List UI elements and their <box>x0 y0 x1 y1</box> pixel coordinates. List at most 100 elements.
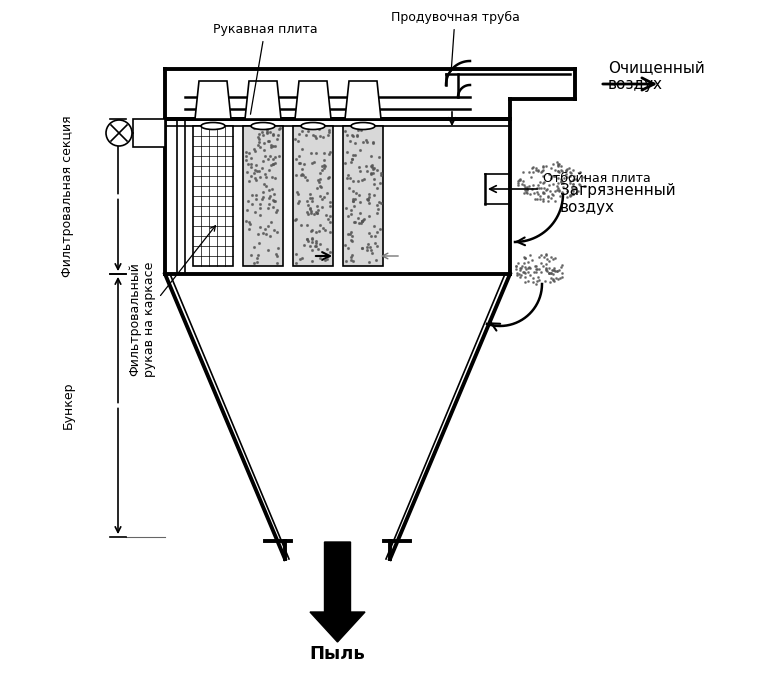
Point <box>253 237 265 248</box>
Point <box>349 217 361 228</box>
Point <box>290 170 303 181</box>
Point <box>353 166 366 177</box>
Text: Загрязненный
воздух: Загрязненный воздух <box>560 183 675 215</box>
Point <box>243 175 256 186</box>
Point <box>341 130 353 141</box>
Point <box>345 251 357 262</box>
Point <box>245 250 257 261</box>
Point <box>270 133 283 144</box>
Point <box>256 194 268 205</box>
Point <box>253 137 266 148</box>
Point <box>273 151 285 162</box>
Point <box>289 133 301 144</box>
Point <box>259 168 271 179</box>
Point <box>369 231 381 241</box>
Point <box>363 256 375 267</box>
Point <box>266 183 279 194</box>
Point <box>360 161 372 172</box>
Point <box>250 175 263 185</box>
Point <box>269 141 281 152</box>
Point <box>290 214 303 224</box>
Point <box>355 218 367 228</box>
Point <box>266 141 279 152</box>
Point <box>347 131 360 142</box>
Point <box>252 131 264 142</box>
Point <box>319 255 331 266</box>
Point <box>253 140 265 151</box>
Point <box>344 173 357 183</box>
Point <box>358 173 370 184</box>
Point <box>266 158 279 169</box>
Point <box>298 240 310 251</box>
Point <box>262 135 274 146</box>
Point <box>271 251 283 262</box>
Point <box>296 253 308 264</box>
Point <box>324 210 336 221</box>
Point <box>254 202 266 213</box>
Point <box>248 123 260 134</box>
Point <box>271 226 283 237</box>
Point <box>370 241 383 251</box>
Point <box>353 218 365 228</box>
Point <box>262 244 274 255</box>
Point <box>296 163 309 174</box>
Point <box>314 174 326 185</box>
Point <box>321 254 333 265</box>
Point <box>346 154 358 164</box>
Point <box>368 179 380 189</box>
Point <box>311 208 323 219</box>
Point <box>346 130 358 141</box>
Point <box>306 244 319 255</box>
Point <box>259 228 272 239</box>
Point <box>248 257 260 268</box>
Point <box>302 200 314 210</box>
Point <box>249 207 261 218</box>
Point <box>343 229 356 240</box>
Point <box>350 188 362 199</box>
Point <box>346 250 358 261</box>
Point <box>363 227 375 238</box>
Point <box>345 157 357 168</box>
Point <box>367 164 380 175</box>
Point <box>319 225 331 236</box>
Point <box>251 253 263 264</box>
Point <box>295 220 307 231</box>
Point <box>242 195 254 206</box>
Point <box>290 258 303 269</box>
Point <box>242 158 254 169</box>
Point <box>266 153 279 164</box>
Text: Фильтровальный
рукав на каркасе: Фильтровальный рукав на каркасе <box>128 226 216 377</box>
Point <box>313 191 326 202</box>
Ellipse shape <box>301 123 325 129</box>
Point <box>353 145 366 156</box>
Point <box>273 124 286 135</box>
Point <box>251 166 263 177</box>
Point <box>257 179 270 189</box>
Point <box>266 130 279 141</box>
Ellipse shape <box>351 123 375 129</box>
Point <box>263 135 275 146</box>
Point <box>310 235 323 246</box>
Point <box>269 195 281 206</box>
Point <box>360 241 373 252</box>
Point <box>313 124 326 135</box>
Point <box>310 133 322 144</box>
Point <box>313 226 325 237</box>
Point <box>298 158 310 169</box>
Point <box>262 154 274 165</box>
Point <box>320 210 332 220</box>
Point <box>301 234 313 245</box>
Point <box>351 129 363 140</box>
Point <box>301 206 313 217</box>
Point <box>261 203 273 214</box>
Point <box>296 169 309 180</box>
Point <box>339 125 351 136</box>
FancyArrow shape <box>310 542 365 642</box>
Point <box>370 226 383 237</box>
Point <box>256 127 269 137</box>
Point <box>373 224 386 235</box>
Polygon shape <box>295 81 331 119</box>
Point <box>349 137 361 148</box>
Point <box>272 243 284 253</box>
Point <box>268 224 280 235</box>
